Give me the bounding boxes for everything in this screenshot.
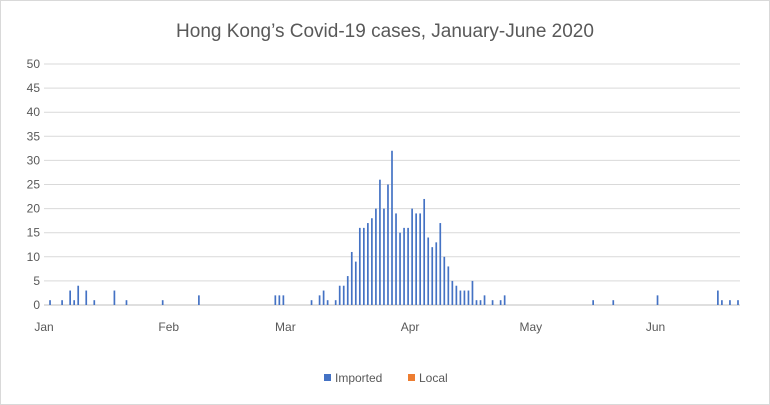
bar-imported: [471, 280, 474, 305]
x-tick-label: Feb: [158, 320, 179, 334]
bar-imported: [278, 295, 281, 305]
bar-imported: [282, 295, 285, 305]
bar-imported: [656, 295, 659, 305]
bar-imported: [467, 290, 470, 305]
bar-imported: [274, 295, 277, 305]
bar-imported: [491, 300, 494, 305]
y-tick-label: 50: [27, 57, 41, 71]
bar-imported: [73, 300, 76, 305]
bar-imported: [443, 256, 446, 305]
y-tick-label: 20: [27, 202, 41, 216]
bar-imported: [367, 223, 369, 305]
bar-imported: [391, 150, 393, 305]
bar-imported: [338, 285, 341, 305]
chart-title: Hong Kong’s Covid-19 cases, January-June…: [176, 21, 594, 42]
bar-imported: [499, 300, 502, 305]
bar-imported: [717, 290, 719, 305]
bar-imported: [318, 295, 321, 305]
bar-imported: [77, 285, 80, 305]
bar-imported: [354, 261, 357, 305]
bar-imported: [399, 232, 401, 305]
bar-imported: [439, 223, 442, 305]
x-tick-label: Jun: [646, 320, 665, 334]
bar-imported: [49, 300, 51, 305]
bar-imported: [69, 290, 71, 305]
y-tick-labels: 0 5 10 15 20 25 30 35 40 45 50: [27, 57, 41, 312]
y-tick-label: 25: [27, 178, 41, 192]
bar-imported: [310, 300, 313, 305]
bar-imported: [342, 285, 345, 305]
bar-imported: [125, 300, 128, 305]
bar-imported: [334, 300, 337, 305]
bar-imported: [411, 208, 413, 305]
x-tick-label: Jan: [34, 320, 53, 334]
bar-imported: [455, 285, 458, 305]
gridlines: [44, 63, 740, 306]
bars: [49, 150, 739, 305]
bar-imported: [459, 290, 462, 305]
bar-imported: [423, 198, 426, 305]
bar-imported: [435, 242, 438, 305]
bar-imported: [358, 227, 361, 305]
bar-imported: [85, 290, 88, 305]
bar-imported: [483, 295, 486, 305]
bar-imported: [362, 227, 365, 305]
bar-imported: [451, 280, 454, 305]
y-tick-label: 10: [27, 250, 41, 264]
bar-imported: [503, 295, 506, 305]
y-tick-label: 0: [33, 298, 40, 312]
bar-imported: [350, 251, 353, 305]
y-tick-label: 5: [33, 274, 40, 288]
bar-imported: [721, 300, 723, 305]
bar-imported: [612, 300, 615, 305]
y-tick-label: 30: [27, 153, 41, 167]
bar-imported: [592, 300, 595, 305]
bar-imported: [737, 300, 739, 305]
bar-imported: [403, 227, 405, 305]
bar-imported: [427, 237, 430, 305]
legend: Imported Local: [324, 371, 448, 385]
bar-imported: [61, 300, 63, 305]
legend-label-local: Local: [419, 371, 448, 385]
x-tick-label: Apr: [401, 320, 420, 334]
bar-imported: [415, 213, 417, 305]
bar-imported: [346, 276, 349, 305]
bar-imported: [463, 290, 466, 305]
bar-imported: [198, 295, 200, 305]
y-tick-label: 35: [27, 129, 41, 143]
legend-label-imported: Imported: [335, 371, 382, 385]
bar-imported: [93, 300, 96, 305]
bar-imported: [475, 300, 478, 305]
legend-swatch-imported: [324, 374, 331, 381]
bar-imported: [729, 300, 731, 305]
bar-imported: [375, 208, 377, 305]
x-tick-label: May: [519, 320, 542, 334]
bar-imported: [161, 300, 164, 305]
y-tick-label: 45: [27, 81, 41, 95]
bar-imported: [387, 184, 389, 305]
bar-imported: [419, 213, 422, 305]
legend-swatch-local: [408, 374, 415, 381]
bar-imported: [395, 213, 397, 305]
y-tick-label: 15: [27, 226, 41, 240]
bar-imported: [379, 179, 381, 305]
bar-imported: [383, 208, 385, 305]
bar-imported: [431, 247, 434, 305]
x-tick-label: Mar: [275, 320, 296, 334]
bar-imported: [322, 290, 325, 305]
bar-imported: [407, 227, 409, 305]
y-tick-label: 40: [27, 105, 41, 119]
bar-imported: [447, 266, 450, 305]
x-tick-labels: Jan Feb Mar Apr May Jun: [34, 320, 665, 334]
bar-imported: [371, 218, 373, 305]
bar-imported: [326, 300, 329, 305]
bar-imported: [113, 290, 116, 305]
bar-imported: [479, 300, 482, 305]
